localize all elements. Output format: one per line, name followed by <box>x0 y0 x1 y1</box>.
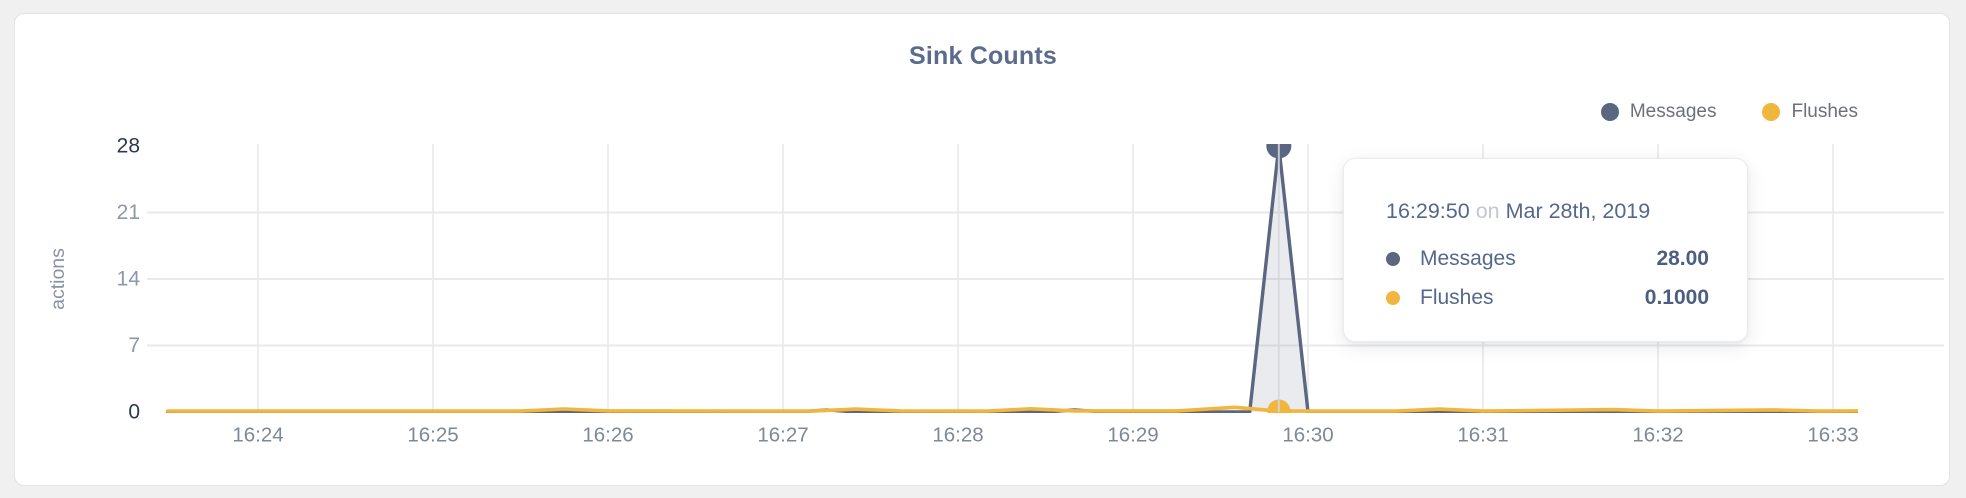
legend-dot-flushes-icon <box>1762 103 1781 121</box>
tooltip-row-messages: Messages 28.00 <box>1386 239 1709 278</box>
chart-legend: Messages Flushes <box>1600 101 1858 123</box>
x-tick-label: 16:29 <box>1107 424 1158 447</box>
legend-dot-messages-icon <box>1600 103 1619 121</box>
x-tick-label: 16:25 <box>407 424 458 447</box>
y-tick-label: 0 <box>128 401 140 424</box>
y-tick-label: 7 <box>128 334 140 357</box>
y-tick-label: 14 <box>117 268 141 291</box>
tooltip-value-flushes: 0.1000 <box>1644 285 1709 309</box>
tooltip-on-word: on <box>1475 199 1500 223</box>
legend-item-flushes[interactable]: Flushes <box>1762 101 1858 123</box>
y-axis-title: actions <box>47 248 69 310</box>
tooltip-label-messages: Messages <box>1420 246 1516 270</box>
x-tick-label: 16:24 <box>232 424 283 447</box>
chart-tooltip: 16:29:50 on Mar 28th, 2019 Messages 28.0… <box>1343 158 1748 342</box>
tooltip-value-messages: 28.00 <box>1656 246 1709 270</box>
x-tick-label: 16:33 <box>1807 424 1858 447</box>
tooltip-dot-messages-icon <box>1386 251 1400 266</box>
y-tick-label: 21 <box>117 201 140 224</box>
x-tick-label: 16:28 <box>932 424 983 447</box>
x-tick-label: 16:31 <box>1457 424 1508 447</box>
y-tick-label: 28 <box>117 135 140 158</box>
x-tick-label: 16:30 <box>1282 424 1333 447</box>
legend-label-flushes: Flushes <box>1791 101 1858 122</box>
tooltip-label-flushes: Flushes <box>1420 285 1494 309</box>
tooltip-row-flushes: Flushes 0.1000 <box>1386 278 1709 317</box>
tooltip-date: Mar 28th, 2019 <box>1505 199 1651 223</box>
x-tick-label: 16:27 <box>757 424 808 447</box>
tooltip-dot-flushes-icon <box>1386 290 1400 305</box>
legend-label-messages: Messages <box>1629 101 1717 122</box>
chart-title: Sink Counts <box>908 42 1058 70</box>
x-tick-label: 16:26 <box>582 424 633 447</box>
series-line-flushes <box>165 405 1858 413</box>
tooltip-rows: Messages 28.00 Flushes 0.1000 <box>1386 239 1709 317</box>
tooltip-header: 16:29:50 on Mar 28th, 2019 <box>1386 199 1709 224</box>
tooltip-time: 16:29:50 <box>1386 199 1470 223</box>
x-tick-label: 16:32 <box>1632 424 1683 447</box>
legend-item-messages[interactable]: Messages <box>1600 101 1717 123</box>
